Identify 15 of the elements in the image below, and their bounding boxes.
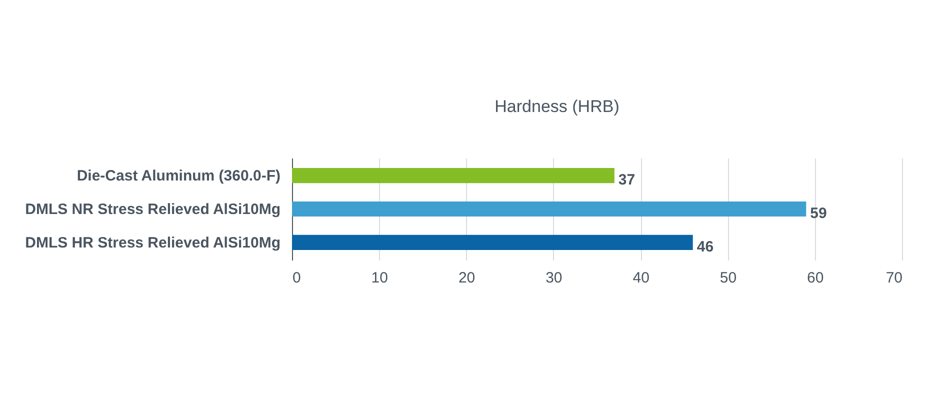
x-tick-label: 20 [458,270,476,286]
data-label: 46 [696,238,714,256]
y-tick-label: DMLS NR Stress Relieved AlSi10Mg [25,201,280,218]
x-tick-label: 10 [371,270,388,286]
x-tick-label: 30 [546,270,562,286]
x-tick-label: 50 [720,270,737,286]
chart-title: Hardness (HRB) [494,97,620,116]
x-tick-label: 70 [886,270,902,286]
data-label: 59 [810,205,827,222]
x-tick-label: 40 [632,270,650,286]
x-tick-label: 0 [292,270,301,286]
y-tick-label: DMLS HR Stress Relieved AlSi10Mg [25,234,280,252]
x-tick-label: 60 [807,270,824,286]
data-label: 37 [618,172,636,189]
y-tick-label: Die-Cast Aluminum (360.0-F) [76,168,280,185]
